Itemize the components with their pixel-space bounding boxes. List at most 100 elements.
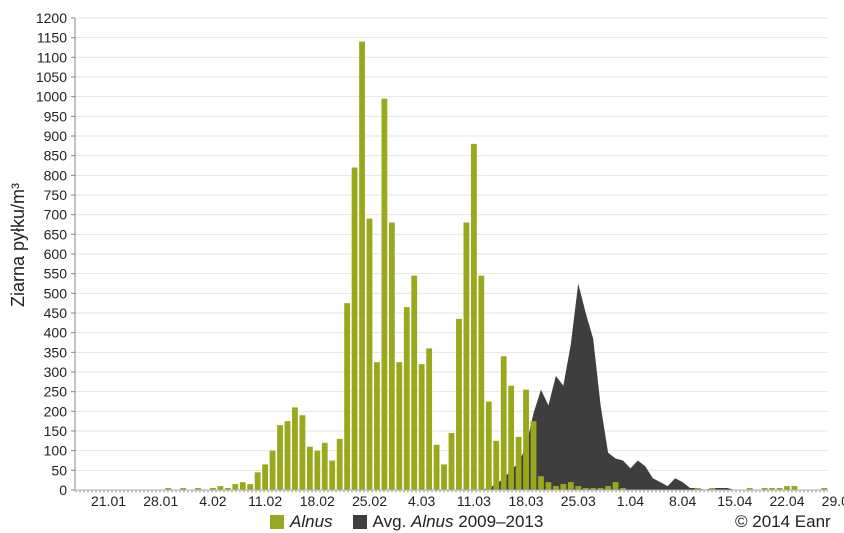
alnus-bar bbox=[366, 218, 373, 490]
avg-swatch bbox=[352, 515, 367, 529]
alnus-bar bbox=[456, 318, 462, 490]
alnus-bar bbox=[441, 464, 447, 490]
alnus-bar bbox=[217, 486, 224, 490]
x-tick-label: 25.03 bbox=[561, 493, 596, 509]
alnus-bar bbox=[500, 356, 507, 490]
alnus-bar bbox=[195, 488, 201, 490]
x-tick-label: 4.03 bbox=[408, 493, 435, 509]
alnus-bar bbox=[470, 143, 477, 490]
alnus-bar bbox=[374, 362, 380, 490]
y-tick-label: 500 bbox=[44, 285, 68, 301]
y-tick-label: 250 bbox=[44, 384, 68, 400]
y-tick-label: 900 bbox=[44, 128, 68, 144]
alnus-bar bbox=[605, 486, 611, 490]
y-tick-label: 1150 bbox=[37, 30, 67, 46]
x-tick-label: 11.02 bbox=[248, 493, 282, 509]
x-tick-label: 11.03 bbox=[457, 493, 491, 509]
alnus-bar bbox=[344, 303, 351, 490]
alnus-bar bbox=[396, 362, 403, 490]
alnus-bar bbox=[709, 488, 716, 490]
alnus-bar bbox=[277, 425, 283, 490]
alnus-bar bbox=[306, 446, 313, 490]
y-tick-label: 550 bbox=[44, 266, 68, 282]
alnus-bar bbox=[336, 438, 343, 490]
alnus-bar bbox=[567, 482, 574, 490]
y-tick-label: 100 bbox=[44, 443, 68, 459]
alnus-bar bbox=[545, 482, 552, 490]
alnus-bar bbox=[478, 275, 485, 490]
y-tick-label: 950 bbox=[44, 108, 68, 124]
alnus-bar bbox=[552, 486, 559, 490]
alnus-bar bbox=[411, 275, 418, 490]
alnus-bar bbox=[388, 222, 395, 490]
alnus-bar bbox=[299, 415, 306, 490]
alnus-bar bbox=[433, 444, 440, 490]
alnus-bar bbox=[791, 486, 798, 490]
y-tick-label: 600 bbox=[44, 246, 68, 262]
y-tick-label: 350 bbox=[44, 344, 68, 360]
x-axis-ticks: 21.01 28.01 4.02 11.02 18.02 25.02 4.03 11.03 18… bbox=[91, 493, 844, 509]
alnus-bar bbox=[418, 364, 425, 490]
x-tick-label: 18.03 bbox=[509, 493, 544, 509]
alnus-bar bbox=[239, 482, 246, 490]
alnus-bar bbox=[612, 482, 619, 490]
alnus-bar bbox=[224, 488, 231, 490]
alnus-bar bbox=[508, 385, 515, 490]
y-tick-label: 300 bbox=[44, 364, 68, 380]
alnus-bar bbox=[329, 460, 336, 490]
alnus-bar bbox=[575, 486, 582, 490]
alnus-bar bbox=[746, 488, 753, 490]
alnus-bar bbox=[485, 401, 492, 490]
y-tick-label: 800 bbox=[44, 167, 68, 183]
y-tick-label: 50 bbox=[51, 462, 67, 478]
alnus-bar bbox=[769, 488, 775, 490]
alnus-swatch bbox=[270, 515, 284, 529]
y-tick-label: 650 bbox=[44, 226, 68, 242]
alnus-bar bbox=[530, 421, 537, 490]
alnus-bar bbox=[351, 167, 358, 490]
alnus-bar bbox=[269, 450, 276, 490]
x-tick-label: 1.04 bbox=[617, 493, 644, 509]
x-tick-label: 15.04 bbox=[717, 493, 752, 509]
alnus-bar bbox=[321, 442, 328, 490]
x-tick-label: 28.01 bbox=[143, 493, 178, 509]
gridlines bbox=[75, 17, 828, 491]
y-axis-label: Ziarna pyłku/m³ bbox=[8, 183, 28, 307]
alnus-bar bbox=[821, 488, 828, 490]
alnus-bar bbox=[232, 484, 239, 490]
y-tick-label: 150 bbox=[44, 423, 68, 439]
y-tick-label: 1200 bbox=[36, 10, 67, 26]
alnus-bar bbox=[359, 41, 365, 490]
x-tick-label: 18.02 bbox=[300, 493, 335, 509]
alnus-bar bbox=[247, 484, 254, 490]
y-tick-label: 1000 bbox=[36, 89, 67, 105]
x-tick-label: 8.04 bbox=[669, 493, 696, 509]
alnus-bar bbox=[314, 450, 321, 490]
alnus-bar bbox=[761, 488, 768, 490]
y-tick-label: 0 bbox=[59, 482, 67, 498]
axes bbox=[74, 18, 828, 493]
y-tick-label: 450 bbox=[44, 305, 68, 321]
alnus-bar bbox=[582, 488, 589, 490]
y-tick-label: 700 bbox=[44, 207, 68, 223]
y-tick-label: 1100 bbox=[37, 49, 67, 65]
legend-alnus-label: Alnus bbox=[290, 512, 333, 531]
alnus-bar bbox=[538, 476, 544, 490]
x-tick-label: 21.01 bbox=[91, 493, 126, 509]
x-tick-label: 29.04 bbox=[822, 493, 844, 509]
x-tick-label: 25.02 bbox=[352, 493, 387, 509]
copyright-credit: © 2014 Eanr bbox=[735, 512, 831, 531]
y-tick-label: 200 bbox=[44, 403, 68, 419]
alnus-bar bbox=[180, 488, 187, 490]
alnus-bar bbox=[784, 486, 790, 490]
alnus-bar bbox=[262, 464, 269, 490]
alnus-bar bbox=[381, 98, 388, 490]
alnus-bar bbox=[292, 407, 298, 490]
y-tick-label: 1050 bbox=[36, 69, 67, 85]
alnus-bar bbox=[403, 307, 410, 490]
alnus-bar bbox=[493, 440, 500, 490]
alnus-bar bbox=[694, 488, 701, 490]
y-tick-label: 750 bbox=[44, 187, 68, 203]
alnus-bar bbox=[560, 484, 567, 490]
